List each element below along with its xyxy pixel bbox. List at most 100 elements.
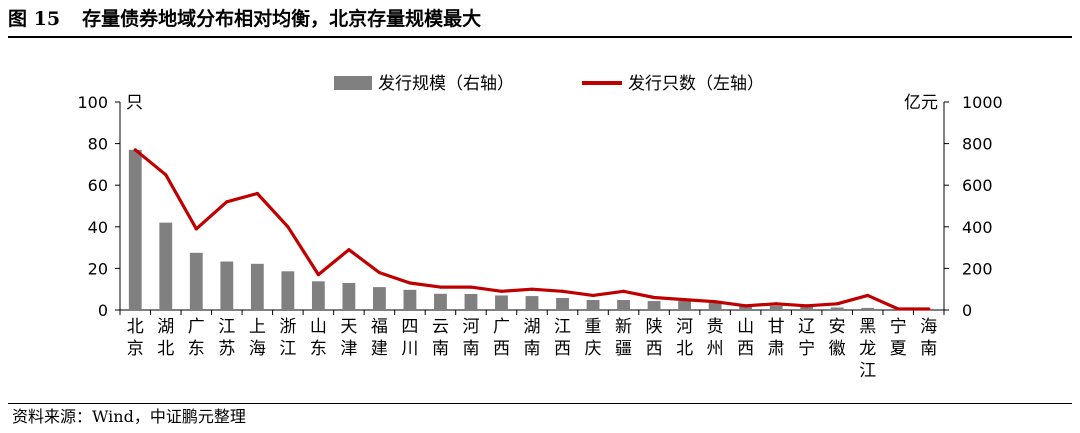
figure-title: 存量债券地域分布相对均衡，北京存量规模最大 [82, 8, 482, 30]
line-point-北京 [133, 148, 137, 152]
category-label-陕西: 陕西 [646, 317, 663, 359]
right-tick-label: 1000 [962, 93, 1003, 112]
category-label-黑龙江: 黑龙江 [859, 317, 876, 381]
line-point-河北 [682, 298, 687, 302]
bar-浙江 [281, 271, 295, 310]
category-label-贵州: 贵州 [707, 317, 724, 359]
legend-bar-label: 发行规模（右轴） [378, 74, 514, 94]
bar-上海 [250, 263, 264, 310]
bar-天津 [342, 282, 356, 310]
bar-山西 [739, 305, 753, 310]
figure-header: 图 15 存量债券地域分布相对均衡，北京存量规模最大 [8, 6, 1072, 32]
category-label-安徽: 安徽 [829, 317, 846, 359]
category-label-辽宁: 辽宁 [798, 317, 815, 359]
bar-福建 [372, 287, 386, 310]
bar-湖北 [159, 222, 173, 310]
line-point-山西 [744, 304, 748, 308]
header-rule [8, 36, 1072, 38]
left-tick-label: 60 [88, 176, 108, 195]
line-point-湖北 [164, 173, 168, 177]
bar-黑龙江 [861, 307, 875, 310]
line-point-安徽 [835, 302, 839, 306]
line-point-江西 [560, 289, 565, 293]
category-label-海南: 海南 [920, 317, 937, 359]
category-label-上海: 上海 [249, 317, 266, 359]
category-label-北京: 北京 [127, 317, 144, 359]
line-point-海南 [927, 307, 931, 311]
line-point-江苏 [225, 200, 229, 204]
line-point-新疆 [621, 289, 626, 293]
category-label-广西: 广西 [493, 317, 510, 359]
bar-河南 [464, 293, 478, 310]
bar-甘肃 [769, 305, 783, 310]
category-label-山西: 山西 [737, 317, 754, 359]
line-point-浙江 [286, 225, 290, 229]
bar-重庆 [586, 300, 600, 310]
line-point-四川 [408, 281, 412, 285]
bar-云南 [434, 293, 447, 310]
category-label-天津: 天津 [340, 317, 357, 359]
legend-line-label: 发行只数（左轴） [628, 74, 764, 94]
line-point-辽宁 [805, 304, 809, 308]
bar-series [128, 149, 936, 310]
legend-bar-swatch [334, 76, 372, 90]
right-axis-unit: 亿元 [904, 93, 938, 113]
bar-江西 [556, 297, 569, 310]
category-label-四川: 四川 [401, 317, 418, 359]
line-point-黑龙江 [866, 293, 870, 298]
bar-广西 [495, 295, 508, 310]
category-label-河南: 河南 [462, 317, 479, 359]
footer-rule [8, 403, 1072, 404]
bar-安徽 [830, 307, 844, 310]
category-label-新疆: 新疆 [615, 317, 632, 359]
bar-湖南 [525, 296, 539, 310]
category-label-湖南: 湖南 [524, 317, 541, 359]
figure-number: 图 15 [8, 8, 61, 30]
bar-陕西 [647, 301, 661, 310]
right-tick-label: 800 [962, 135, 993, 154]
line-point-河南 [469, 285, 473, 289]
line-point-上海 [255, 191, 259, 196]
left-tick-label: 40 [88, 218, 108, 237]
line-point-云南 [438, 285, 443, 289]
line-point-贵州 [713, 300, 717, 304]
category-label-甘肃: 甘肃 [768, 317, 785, 359]
category-label-宁夏: 宁夏 [890, 317, 907, 359]
category-label-江苏: 江苏 [218, 317, 235, 359]
bar-贵州 [708, 302, 722, 310]
legend: 发行规模（右轴） 发行只数（左轴） [334, 74, 764, 94]
line-point-宁夏 [896, 307, 900, 311]
category-label-河北: 河北 [676, 317, 693, 359]
bar-四川 [403, 289, 417, 310]
bar-辽宁 [800, 306, 814, 310]
line-point-福建 [377, 270, 382, 275]
right-tick-label: 400 [962, 218, 993, 237]
right-tick-label: 200 [962, 259, 993, 278]
line-point-重庆 [591, 293, 595, 298]
category-label-广东: 广东 [188, 317, 205, 359]
category-label-江西: 江西 [554, 317, 571, 359]
category-labels: 北京湖北广东江苏上海浙江山东天津福建四川云南河南广西湖南江西重庆新疆陕西河北贵州… [127, 317, 937, 381]
line-point-甘肃 [774, 302, 778, 306]
source-note: 资料来源：Wind，中证鹏元整理 [12, 407, 246, 426]
bar-广东 [189, 252, 203, 310]
left-axis-unit: 只 [126, 93, 143, 113]
line-point-山东 [316, 273, 320, 277]
left-tick-label: 20 [88, 259, 108, 278]
line-point-湖南 [530, 287, 534, 291]
category-label-重庆: 重庆 [585, 317, 602, 359]
category-label-云南: 云南 [432, 317, 449, 359]
right-tick-label: 600 [962, 176, 993, 195]
bar-山东 [311, 281, 325, 310]
line-point-天津 [347, 248, 351, 252]
left-tick-label: 80 [88, 135, 108, 154]
left-tick-label: 0 [98, 301, 108, 320]
line-point-广东 [194, 227, 198, 231]
line-series [133, 148, 931, 311]
right-tick-label: 0 [962, 301, 972, 320]
category-label-湖北: 湖北 [157, 317, 174, 359]
left-tick-label: 100 [77, 93, 108, 112]
bar-江苏 [220, 261, 234, 310]
